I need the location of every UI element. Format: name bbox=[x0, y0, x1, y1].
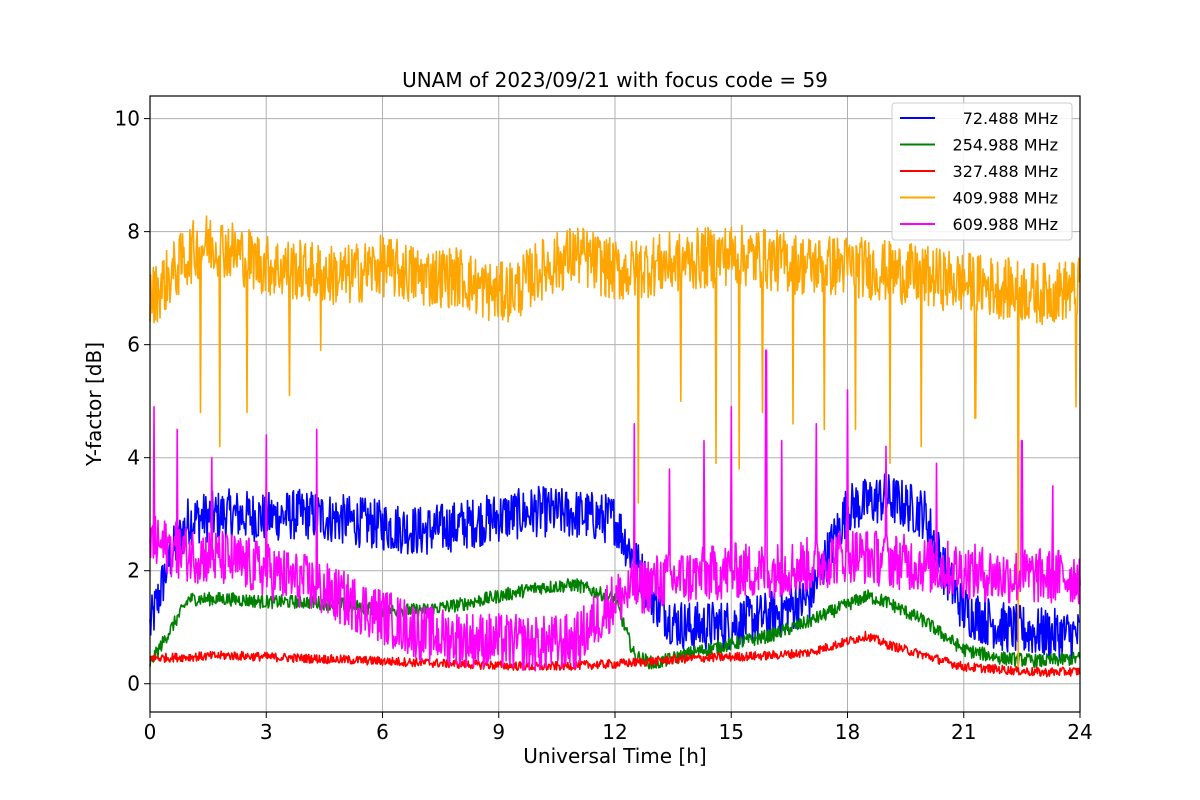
series-layer bbox=[149, 215, 1081, 678]
x-tick-label: 3 bbox=[260, 720, 273, 744]
legend-label-3: 409.988 MHz bbox=[953, 189, 1058, 208]
series-line-4 bbox=[149, 349, 1081, 672]
y-tick-label: 10 bbox=[115, 107, 140, 131]
x-tick-label: 15 bbox=[719, 720, 744, 744]
x-tick-label: 24 bbox=[1067, 720, 1092, 744]
x-tick-label: 18 bbox=[835, 720, 860, 744]
legend-label-1: 254.988 MHz bbox=[953, 136, 1058, 155]
legend: 72.488 MHz 254.988 MHz 327.488 MHz 409.988 … bbox=[891, 102, 1073, 241]
series-line-3 bbox=[149, 215, 1081, 668]
y-tick-label: 8 bbox=[127, 220, 140, 244]
y-axis-label: Y-factor [dB] bbox=[82, 342, 106, 467]
series-line-2 bbox=[149, 630, 1081, 678]
x-tick-label: 9 bbox=[492, 720, 505, 744]
x-axis-label: Universal Time [h] bbox=[523, 744, 706, 768]
legend-label-4: 609.988 MHz bbox=[953, 215, 1058, 234]
y-tick-label: 0 bbox=[127, 672, 140, 696]
x-tick-label: 0 bbox=[144, 720, 157, 744]
y-tick-label: 4 bbox=[127, 446, 140, 470]
chart-title: UNAM of 2023/09/21 with focus code = 59 bbox=[402, 68, 828, 92]
y-tick-label: 2 bbox=[127, 559, 140, 583]
x-tick-label: 12 bbox=[602, 720, 627, 744]
x-tick-label: 21 bbox=[951, 720, 976, 744]
series-line-0 bbox=[149, 473, 1081, 661]
legend-label-2: 327.488 MHz bbox=[953, 162, 1058, 181]
legend-label-0: 72.488 MHz bbox=[963, 109, 1058, 128]
y-tick-label: 6 bbox=[127, 333, 140, 357]
x-tick-label: 6 bbox=[376, 720, 389, 744]
series-line-1 bbox=[149, 578, 1081, 670]
legend-box bbox=[891, 102, 1073, 241]
